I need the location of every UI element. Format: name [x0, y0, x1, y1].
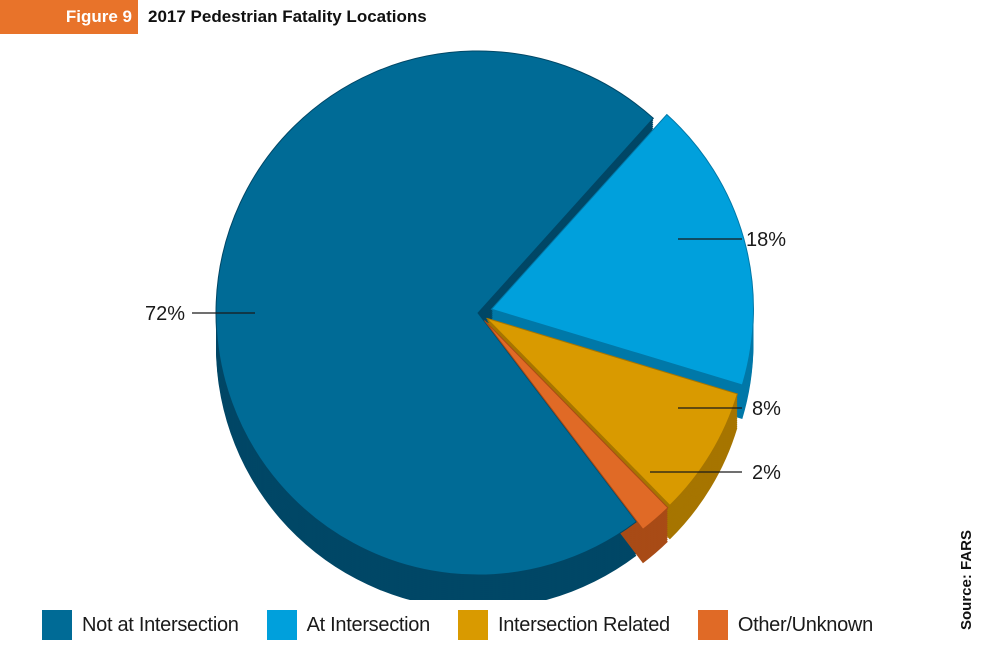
data-label: 72% [145, 303, 185, 325]
legend-label: Intersection Related [497, 613, 670, 636]
pie-slice-other-unknown [484, 320, 669, 530]
data-label: 2% [752, 462, 781, 484]
legend-swatch [697, 610, 728, 640]
legend-item-other-unknown: Other/Unknown [697, 610, 873, 640]
legend-label: Other/Unknown [737, 613, 873, 636]
legend-swatch [42, 610, 72, 640]
legend-label: Not at Intersection [82, 613, 239, 636]
legend-swatch [266, 610, 297, 640]
legend-item-not-at-intersection: Not at Intersection [42, 610, 239, 640]
data-label: 18% [746, 229, 786, 251]
legend-swatch [457, 610, 488, 640]
chart-title: 2017 Pedestrian Fatality Locations [148, 7, 427, 26]
pie-chart: 72% 18% 8% 2% [145, 50, 786, 600]
figure-number-badge: Figure 9 [0, 0, 138, 34]
legend-label: At Intersection [306, 613, 431, 636]
legend-item-intersection-related: Intersection Related [457, 610, 670, 640]
data-label: 8% [752, 398, 781, 420]
pie-slice-not-at-intersection [215, 50, 655, 576]
pie-slice-at-intersection [490, 113, 754, 386]
pie-slice-intersection-related [486, 317, 738, 507]
legend-item-at-intersection: At Intersection [266, 610, 431, 640]
chart-legend: Not at Intersection At Intersection Inte… [42, 610, 901, 640]
source-note: Source: FARS [958, 529, 975, 630]
